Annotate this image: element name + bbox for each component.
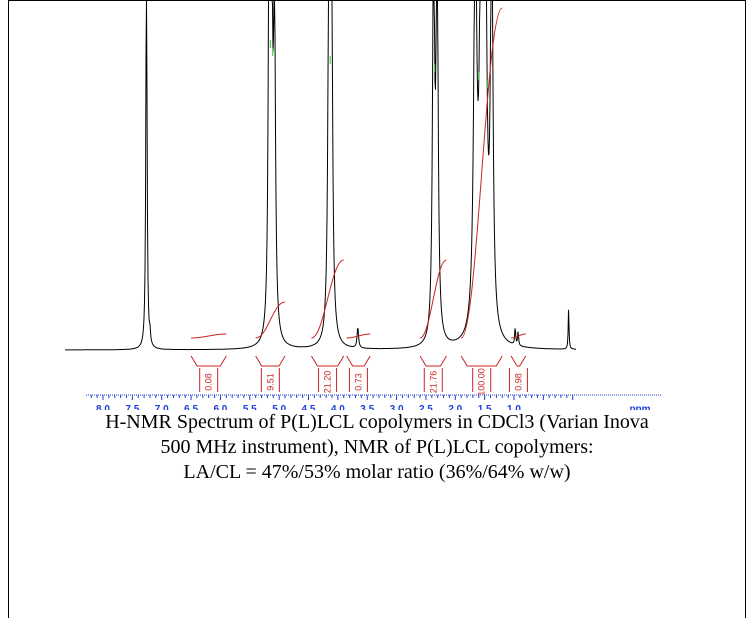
tick-label: 3.0 — [390, 404, 404, 410]
integral-bracket — [460, 355, 503, 367]
caption-line-1: H-NMR Spectrum of P(L)LCL copolymers in … — [105, 411, 649, 433]
integral-bracket — [311, 355, 345, 367]
figure-frame — [8, 0, 746, 618]
tick-label: 3.5 — [360, 404, 374, 410]
nmr-spectrum-chart: 0.08 9.51 21.20 0.73 21.76 100.00 0.98 8.0 7.5 7… — [65, 0, 662, 410]
integral-curve — [460, 7, 503, 339]
caption-line-3: LA/CL = 47%/53% molar ratio (36%/64% w/w… — [183, 461, 571, 483]
integral-curve — [511, 333, 526, 339]
tick-label: 5.5 — [243, 404, 257, 410]
integral-label: 9.51 — [265, 373, 275, 391]
tick-label: 6.0 — [213, 404, 227, 410]
integral-label: 21.20 — [323, 371, 333, 394]
tick-label: 1.0 — [507, 404, 521, 410]
integral-curve — [311, 259, 344, 339]
integral-curve — [255, 301, 286, 339]
caption-line-2: 500 MHz instrument), NMR of P(L)LCL copo… — [160, 436, 594, 458]
integral-bracket — [419, 355, 447, 367]
ppm-axis: 8.0 7.5 7.0 6.5 6.0 5.5 5.0 4.5 4.0 3.5 3.0 2.5 2.0 1… — [86, 394, 662, 410]
integral-label: 0.08 — [204, 373, 214, 391]
integral-label: 0.98 — [513, 373, 523, 391]
tick-label: 2.5 — [419, 404, 433, 410]
tick-label: 5.0 — [272, 404, 286, 410]
integral-bracket — [510, 355, 527, 367]
spectrum-line — [65, 0, 576, 351]
spectrum-trace-group — [65, 0, 576, 351]
integral-bracket — [346, 355, 371, 367]
integral-curve — [191, 333, 227, 339]
integral-label: 100.00 — [477, 368, 487, 396]
integral-label: 21.76 — [428, 371, 438, 394]
tick-label: 2.0 — [448, 404, 462, 410]
integral-label: 0.73 — [353, 373, 363, 391]
integral-bracket — [190, 355, 227, 367]
tick-label: 4.0 — [331, 404, 345, 410]
figure-caption: H-NMR Spectrum of P(L)LCL copolymers in … — [8, 410, 746, 485]
integral-curve — [419, 259, 447, 339]
tick-label: 6.5 — [184, 404, 198, 410]
integral-curve — [346, 333, 371, 339]
tick-label: 7.5 — [125, 404, 139, 410]
tick-label: 8.0 — [96, 404, 110, 410]
tick-label: 4.5 — [302, 404, 316, 410]
integral-bracket — [255, 355, 286, 367]
axis-unit-label: ppm — [629, 404, 650, 410]
tick-label: 1.5 — [478, 404, 492, 410]
integral-group: 0.08 9.51 21.20 0.73 21.76 100.00 0.98 — [190, 7, 528, 396]
tick-label: 7.0 — [155, 404, 169, 410]
